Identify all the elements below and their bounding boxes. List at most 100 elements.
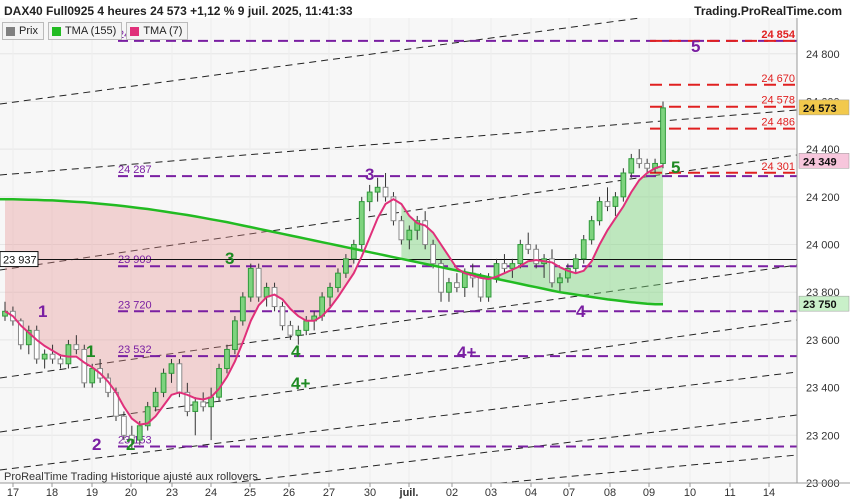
candle-body bbox=[295, 329, 302, 336]
candle bbox=[644, 158, 651, 173]
x-tick-label: 30 bbox=[364, 487, 376, 499]
trend-channel-line bbox=[0, 264, 798, 379]
candle bbox=[81, 344, 88, 388]
candle-body bbox=[232, 320, 238, 350]
candle-body bbox=[224, 348, 230, 370]
candle-body bbox=[382, 186, 389, 198]
candle bbox=[295, 325, 302, 345]
candle bbox=[390, 192, 397, 226]
candle bbox=[17, 318, 24, 350]
candle-body bbox=[303, 320, 310, 331]
price-badge bbox=[798, 153, 850, 169]
candle-body bbox=[366, 191, 373, 203]
legend-item-tma-7[interactable]: TMA (7) bbox=[126, 22, 189, 40]
candle-body bbox=[564, 267, 571, 279]
candle-body bbox=[184, 391, 191, 412]
candle-body bbox=[509, 263, 516, 269]
candle-body bbox=[17, 320, 24, 346]
candle-body bbox=[620, 172, 627, 198]
wave-label: 4+ bbox=[291, 374, 311, 393]
candle bbox=[604, 187, 611, 212]
wave-label: 2 bbox=[126, 435, 136, 454]
wave-label: 4 bbox=[291, 342, 301, 361]
candle bbox=[287, 320, 294, 340]
y-tick-label: 23 000 bbox=[806, 478, 840, 490]
candle bbox=[271, 282, 278, 312]
candle-body bbox=[350, 244, 357, 260]
candle bbox=[525, 232, 532, 255]
x-tick-label: 14 bbox=[763, 487, 775, 499]
candle bbox=[184, 382, 191, 417]
price-badge bbox=[798, 295, 850, 312]
x-tick-label: 07 bbox=[563, 487, 575, 499]
candle-body bbox=[65, 344, 72, 365]
trend-channel-line bbox=[0, 319, 798, 433]
candle-body bbox=[358, 201, 365, 246]
trend-channel-line bbox=[499, 454, 798, 484]
candle bbox=[517, 239, 524, 269]
candle-body bbox=[422, 220, 429, 246]
candle bbox=[327, 282, 333, 307]
candle bbox=[358, 196, 365, 250]
legend-swatch-icon bbox=[130, 26, 140, 36]
candle-body bbox=[572, 258, 579, 269]
x-tick-label: 02 bbox=[446, 487, 458, 499]
price-level-label: 23 532 bbox=[118, 344, 152, 356]
candle-body bbox=[628, 158, 635, 174]
candle bbox=[549, 249, 555, 288]
x-tick-label: 27 bbox=[323, 487, 335, 499]
candle bbox=[414, 215, 421, 240]
trend-channel-line bbox=[0, 154, 798, 271]
tma-155-line bbox=[5, 197, 663, 306]
tma-7-line bbox=[4, 164, 664, 426]
candle bbox=[612, 192, 619, 216]
candle-body bbox=[430, 244, 436, 265]
target-level-label: 24 854 bbox=[761, 29, 796, 41]
candle-body bbox=[335, 272, 341, 288]
y-tick-label: 24 200 bbox=[806, 192, 840, 204]
candle bbox=[557, 273, 563, 293]
legend-item-price[interactable]: Prix bbox=[2, 22, 44, 40]
target-level-label: 24 670 bbox=[761, 73, 795, 85]
candle bbox=[382, 173, 389, 202]
price-badges: 24 573 24 349 23 750 bbox=[798, 99, 850, 312]
x-tick-label: 09 bbox=[643, 487, 655, 499]
candle-body bbox=[660, 107, 666, 164]
candle-body bbox=[247, 267, 254, 298]
y-tick-label: 24 800 bbox=[806, 49, 840, 61]
candle-body bbox=[501, 263, 508, 269]
candle-body bbox=[343, 258, 349, 274]
x-tick-label: 19 bbox=[86, 487, 98, 499]
y-tick-label: 23 400 bbox=[806, 383, 840, 395]
candle bbox=[580, 235, 587, 264]
candle bbox=[121, 411, 127, 441]
price-level-label: 23 720 bbox=[118, 299, 152, 311]
candle bbox=[446, 277, 452, 302]
candle bbox=[335, 268, 341, 293]
candle bbox=[620, 168, 627, 202]
candle-body bbox=[374, 186, 381, 193]
candle bbox=[406, 225, 413, 250]
candle-body bbox=[327, 286, 333, 298]
y-tick-label: 23 600 bbox=[806, 335, 840, 347]
wave-label: 5 bbox=[691, 37, 701, 56]
candle-body bbox=[644, 162, 651, 169]
bearish-area-fill bbox=[5, 199, 354, 425]
x-tick-label: 04 bbox=[525, 487, 537, 499]
wave-label: 3 bbox=[365, 165, 375, 184]
candle-body bbox=[612, 196, 619, 207]
candle-body bbox=[588, 220, 595, 241]
legend-item-tma-155[interactable]: TMA (155) bbox=[47, 22, 123, 40]
legend-swatch-icon bbox=[51, 26, 61, 36]
candle-body bbox=[580, 239, 587, 260]
wave-label: 2 bbox=[92, 435, 102, 454]
candle-body bbox=[89, 368, 96, 384]
candle bbox=[200, 392, 207, 412]
x-tick-label: 18 bbox=[46, 487, 58, 499]
x-tick-label: juil. bbox=[399, 487, 419, 499]
candle bbox=[33, 325, 40, 364]
reference-label: 23 937 bbox=[3, 255, 37, 267]
horizontal-levels: 24 854 24 287 23 909 23 720 23 532 23 153 23 9… bbox=[0, 29, 797, 448]
candle-body bbox=[446, 282, 452, 293]
price-level-label: 23 153 bbox=[118, 435, 152, 447]
